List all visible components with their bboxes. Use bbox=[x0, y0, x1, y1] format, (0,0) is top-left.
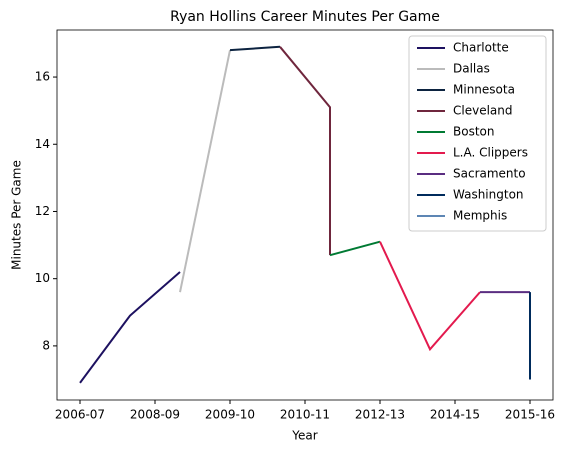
legend-label: Memphis bbox=[453, 209, 507, 223]
legend-label: Charlotte bbox=[453, 41, 509, 55]
line-2 bbox=[229, 45, 281, 52]
legend-label: L.A. Clippers bbox=[453, 146, 528, 160]
x-tick-label: 2006-07 bbox=[55, 408, 105, 422]
y-tick-label: 10 bbox=[35, 271, 50, 285]
y-tick-label: 14 bbox=[35, 137, 50, 151]
legend-label: Washington bbox=[453, 188, 524, 202]
legend-label: Sacramento bbox=[453, 167, 526, 181]
line-4 bbox=[329, 240, 381, 257]
line-1 bbox=[179, 49, 231, 293]
y-tick-label: 16 bbox=[35, 70, 50, 84]
x-tick-label: 2015-16 bbox=[505, 408, 555, 422]
legend-label: Boston bbox=[453, 125, 494, 139]
y-axis-label: Minutes Per Game bbox=[10, 160, 24, 270]
line-3 bbox=[279, 46, 331, 256]
plot-frame bbox=[56, 29, 554, 401]
x-tick-label: 2009-10 bbox=[205, 408, 255, 422]
legend-box bbox=[408, 35, 547, 232]
x-tick-label: 2008-09 bbox=[130, 408, 180, 422]
x-tick-label: 2014-15 bbox=[430, 408, 480, 422]
x-tick-label: 2012-13 bbox=[355, 408, 405, 422]
x-tick-label: 2010-11 bbox=[280, 408, 330, 422]
y-tick-label: 12 bbox=[35, 204, 50, 218]
line-5 bbox=[379, 241, 481, 352]
chart-title: Ryan Hollins Career Minutes Per Game bbox=[170, 9, 440, 25]
legend-label: Dallas bbox=[453, 62, 490, 76]
y-tick-label: 8 bbox=[42, 338, 50, 352]
legend-label: Cleveland bbox=[453, 104, 513, 118]
legend-label: Minnesota bbox=[453, 83, 515, 97]
line-0 bbox=[79, 271, 181, 384]
x-axis-label: Year bbox=[291, 429, 317, 443]
